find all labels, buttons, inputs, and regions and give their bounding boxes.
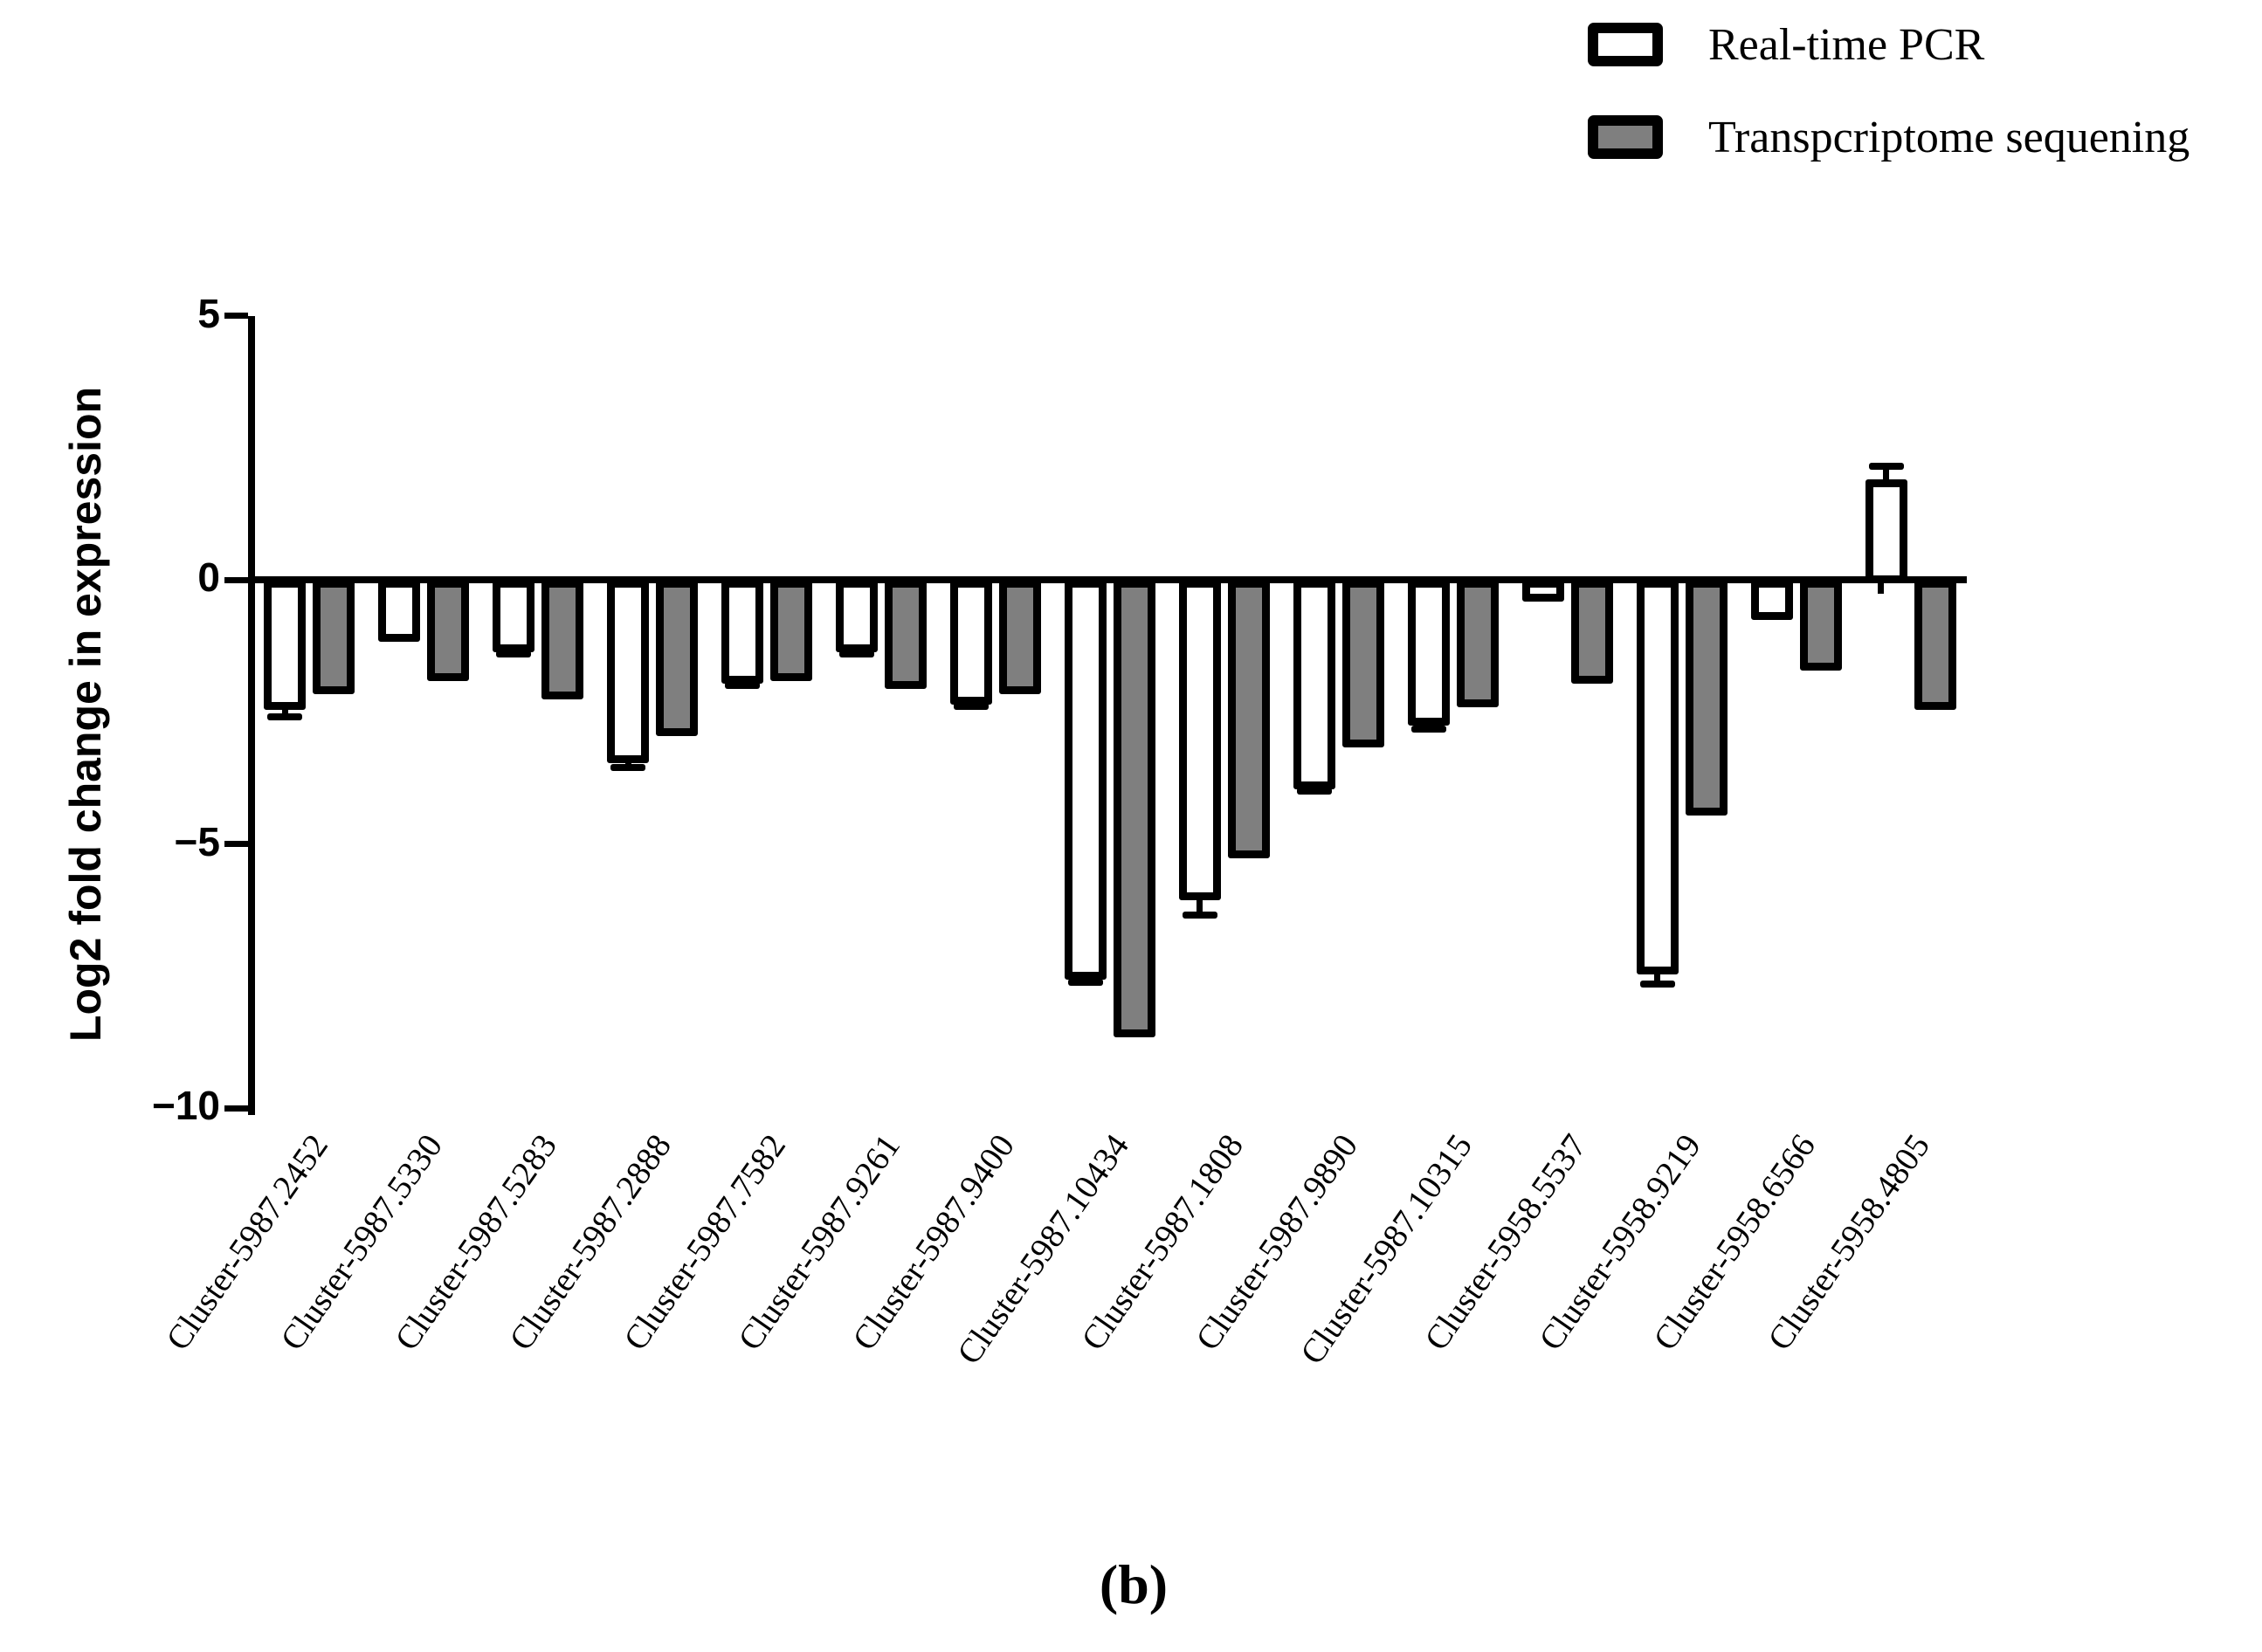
legend-label-pcr: Real-time PCR bbox=[1708, 19, 1985, 70]
bar-realtime-pcr bbox=[950, 580, 993, 706]
error-bar-cap bbox=[267, 713, 303, 721]
error-bar-cap bbox=[496, 650, 532, 657]
error-bar-line bbox=[510, 644, 517, 654]
bar-transcriptome-seq bbox=[1570, 580, 1613, 684]
pcr-swatch-icon bbox=[1588, 23, 1663, 66]
bar-realtime-pcr bbox=[1407, 580, 1450, 726]
bar-transcriptome-seq bbox=[1799, 580, 1842, 671]
bar-transcriptome-seq bbox=[656, 580, 699, 737]
bar-transcriptome-seq bbox=[1227, 580, 1270, 858]
error-bar-cap bbox=[954, 703, 990, 711]
bar-realtime-pcr bbox=[1865, 479, 1907, 583]
bar-realtime-pcr bbox=[1178, 580, 1221, 900]
error-bar-line bbox=[624, 755, 631, 767]
error-bar-line bbox=[739, 676, 746, 685]
error-bar-line bbox=[853, 644, 860, 654]
error-bar-cap bbox=[1639, 980, 1675, 988]
legend-item-seq: Transpcriptome sequening bbox=[1588, 110, 2190, 164]
seq-swatch-icon bbox=[1588, 115, 1663, 159]
error-bar-cap bbox=[1868, 462, 1904, 470]
legend-item-pcr: Real-time PCR bbox=[1588, 17, 2190, 72]
y-axis-line bbox=[248, 315, 255, 1115]
x-axis-baseline bbox=[248, 576, 1967, 583]
bar-transcriptome-seq bbox=[885, 580, 928, 689]
legend: Real-time PCR Transpcriptome sequening bbox=[1588, 17, 2190, 203]
error-bar-line bbox=[1082, 972, 1089, 982]
error-bar-line bbox=[1197, 893, 1203, 916]
bar-realtime-pcr bbox=[1521, 580, 1564, 602]
error-bar-line bbox=[1883, 465, 1890, 484]
error-bar-line bbox=[1311, 781, 1318, 791]
legend-label-seq: Transpcriptome sequening bbox=[1708, 112, 2190, 162]
error-bar-line bbox=[1654, 967, 1661, 984]
bar-transcriptome-seq bbox=[1456, 580, 1499, 708]
error-bar-line bbox=[1425, 719, 1432, 729]
bar-transcriptome-seq bbox=[770, 580, 813, 681]
error-bar-cap bbox=[610, 763, 646, 771]
error-bar-cap bbox=[1296, 788, 1332, 795]
figure-caption: (b) bbox=[1099, 1553, 1169, 1615]
bar-transcriptome-seq bbox=[1914, 580, 1956, 711]
bar-realtime-pcr bbox=[836, 580, 879, 652]
error-bar-cap bbox=[1410, 725, 1446, 733]
error-bar-cap bbox=[839, 650, 875, 657]
bar-realtime-pcr bbox=[1636, 580, 1679, 974]
y-axis-tick bbox=[224, 841, 248, 847]
bar-transcriptome-seq bbox=[541, 580, 584, 700]
bar-realtime-pcr bbox=[378, 580, 421, 642]
bar-realtime-pcr bbox=[721, 580, 764, 684]
error-bar-line bbox=[968, 698, 975, 707]
bar-realtime-pcr bbox=[493, 580, 535, 652]
error-bar-cap bbox=[1068, 979, 1103, 986]
y-tick-label: −10 bbox=[151, 1083, 220, 1128]
y-axis-tick bbox=[224, 313, 248, 319]
bar-realtime-pcr bbox=[607, 580, 650, 763]
bar-transcriptome-seq bbox=[999, 580, 1042, 695]
error-bar-cap bbox=[725, 682, 761, 689]
bar-transcriptome-seq bbox=[1685, 580, 1728, 816]
bar-transcriptome-seq bbox=[1341, 580, 1384, 747]
y-tick-label: 5 bbox=[197, 290, 220, 336]
error-bar-cap bbox=[1182, 912, 1217, 919]
bar-transcriptome-seq bbox=[427, 580, 470, 681]
bar-realtime-pcr bbox=[1293, 580, 1335, 789]
x-axis-tick bbox=[1878, 582, 1885, 594]
y-tick-label: −5 bbox=[174, 818, 220, 864]
bar-transcriptome-seq bbox=[313, 580, 355, 695]
y-tick-label: 0 bbox=[197, 554, 220, 600]
bar-realtime-pcr bbox=[264, 580, 307, 711]
y-axis-tick bbox=[224, 1105, 248, 1112]
bar-transcriptome-seq bbox=[1114, 580, 1155, 1038]
y-axis-tick bbox=[224, 576, 248, 583]
bar-realtime-pcr bbox=[1750, 580, 1793, 621]
bar-realtime-pcr bbox=[1065, 580, 1107, 980]
y-axis-title: Log2 fold change in expression bbox=[61, 386, 110, 1043]
error-bar-line bbox=[281, 703, 288, 718]
